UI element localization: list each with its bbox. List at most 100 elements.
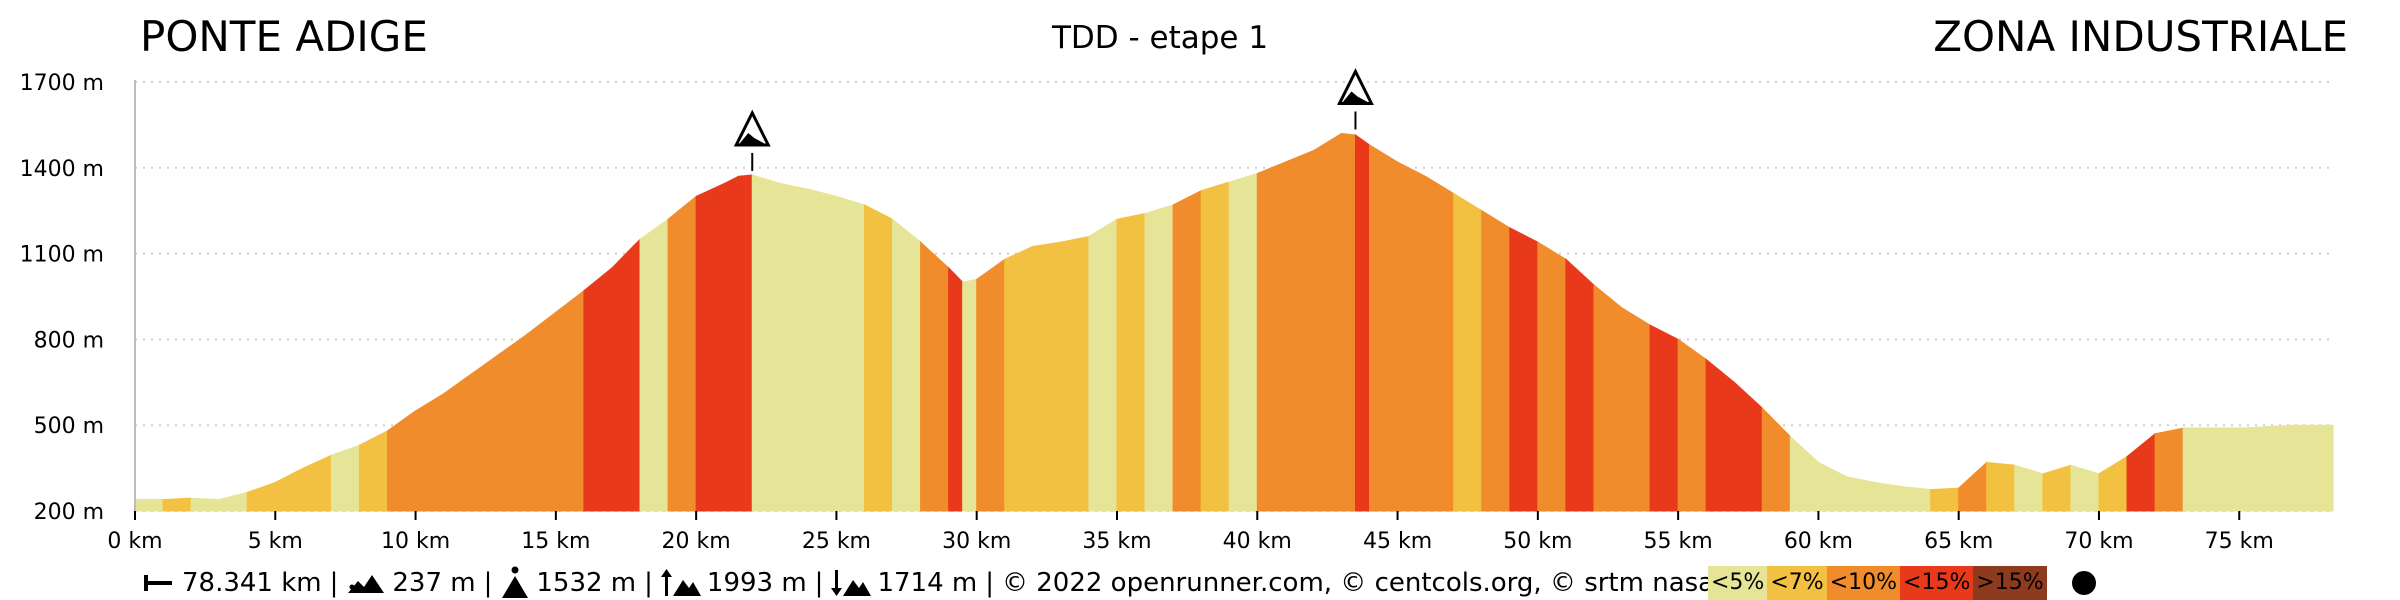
x-tick-label: 70 km <box>2064 529 2133 554</box>
total-ascent-value: 1993 m <box>706 568 807 598</box>
x-tick-label: 30 km <box>942 529 1011 554</box>
legend-swatch-lt5: <5% <box>1708 566 1768 600</box>
elevation-segment <box>1733 381 1763 512</box>
elevation-segment <box>1845 476 1876 512</box>
elevation-segment <box>892 218 922 512</box>
elevation-segment <box>976 258 1006 512</box>
elevation-segment <box>1425 175 1455 512</box>
x-tick-label: 10 km <box>381 529 450 554</box>
start-location-name: PONTE ADIGE <box>140 12 428 61</box>
x-tick-label: 60 km <box>1784 529 1853 554</box>
elevation-segment <box>1593 284 1623 512</box>
elevation-segment <box>162 497 192 512</box>
max-altitude-icon <box>502 566 529 598</box>
elevation-segment <box>1284 149 1314 512</box>
elevation-segment <box>1354 133 1371 512</box>
elevation-segment <box>611 238 641 512</box>
descent-icon <box>831 570 872 596</box>
separator: | <box>483 568 493 598</box>
elevation-segment <box>737 174 753 512</box>
elevation-segment <box>779 182 809 512</box>
elevation-segment <box>920 241 950 512</box>
y-tick-label: 1100 m <box>20 243 104 268</box>
elevation-segment <box>2266 424 2296 512</box>
credits: © 2022 openrunner.com, © centcols.org, ©… <box>1001 568 1715 598</box>
legend-swatch-lt15: <15% <box>1900 566 1974 600</box>
x-tick-label: 45 km <box>1363 529 1432 554</box>
ascent-icon <box>660 569 701 596</box>
elevation-segment <box>1397 161 1427 512</box>
elevation-segment <box>1369 144 1399 512</box>
gradient-legend: <5% <7% <10% <15% >15% <box>1708 566 2047 600</box>
elevation-segment <box>1930 487 1960 512</box>
x-tick-label: 5 km <box>248 529 303 554</box>
y-tick-label: 200 m <box>34 500 104 525</box>
elevation-segment <box>1565 258 1595 512</box>
elevation-segment <box>1817 461 1847 512</box>
elevation-segment <box>1509 227 1539 512</box>
x-tick-label: 40 km <box>1223 529 1292 554</box>
elevation-segment <box>302 454 332 512</box>
elevation-segment <box>443 372 473 512</box>
min-altitude-icon <box>348 575 385 593</box>
elevation-segment <box>1789 435 1819 512</box>
elevation-segment <box>499 332 529 512</box>
elevation-segment <box>1986 461 2016 512</box>
x-tick-label: 50 km <box>1503 529 1572 554</box>
elevation-segment <box>962 278 978 512</box>
elevation-segment <box>667 195 697 512</box>
separator: | <box>985 568 994 598</box>
elevation-segment <box>1340 132 1356 512</box>
elevation-segment <box>1705 358 1735 512</box>
separator: | <box>644 568 653 598</box>
elevation-segment <box>415 392 445 512</box>
max-elevation-value: 1532 m <box>536 568 637 598</box>
elevation-segment <box>274 467 304 512</box>
elevation-segment <box>471 352 501 512</box>
x-tick-label: 20 km <box>662 529 731 554</box>
x-tick-label: 0 km <box>107 529 162 554</box>
elevation-segment <box>330 444 360 512</box>
y-tick-label: 800 m <box>34 328 104 353</box>
elevation-segment <box>1621 307 1651 512</box>
elevation-segment <box>1144 204 1174 512</box>
elevation-segment <box>218 491 248 512</box>
position-marker-dot <box>2072 571 2096 595</box>
legend-swatch-lt10: <10% <box>1826 566 1901 600</box>
elevation-segment <box>863 204 894 512</box>
distance-icon <box>144 575 172 591</box>
elevation-segment <box>1032 241 1062 512</box>
elevation-segment <box>246 481 276 512</box>
elevation-segment <box>948 266 964 512</box>
summit-icon <box>1337 68 1374 130</box>
elevation-segment <box>134 499 164 512</box>
min-elevation-value: 237 m <box>392 568 476 598</box>
min-elevation-stat: 237 m <box>346 568 476 598</box>
chart-axes: 200 m 500 m 800 m 1100 m 1400 m 1700 m 0 km 5 k… <box>20 71 2274 554</box>
elevation-segment <box>2042 464 2072 512</box>
elevation-segment <box>1902 486 1932 512</box>
distance-value: 78.341 km <box>182 568 322 598</box>
elevation-segment <box>1537 241 1567 512</box>
elevation-segment <box>1761 406 1791 512</box>
elevation-segment <box>2210 427 2240 512</box>
elevation-segment <box>2182 427 2212 512</box>
route-stats: 78.341 km | 237 m | 1532 m | 1993 m | 17… <box>142 566 1714 600</box>
elevation-segment <box>723 175 739 512</box>
elevation-segment <box>1958 461 1988 512</box>
elevation-segment <box>1481 209 1511 512</box>
summit-icon <box>733 109 771 171</box>
elevation-segment <box>2294 424 2334 512</box>
legend-swatch-lt7: <7% <box>1767 566 1827 600</box>
elevation-segment <box>555 289 585 512</box>
y-tick-label: 1700 m <box>20 71 104 96</box>
y-tick-label: 1400 m <box>20 157 104 182</box>
elevation-segment <box>1453 192 1483 512</box>
elevation-segment <box>807 188 837 512</box>
chart-title: TDD - etape 1 <box>1051 20 1269 56</box>
ascent-stat: 1993 m <box>660 568 807 598</box>
elevation-segment <box>1228 172 1258 512</box>
legend-swatch-gt15: >15% <box>1973 566 2047 600</box>
x-tick-label: 35 km <box>1082 529 1151 554</box>
x-tick-label: 75 km <box>2205 529 2274 554</box>
